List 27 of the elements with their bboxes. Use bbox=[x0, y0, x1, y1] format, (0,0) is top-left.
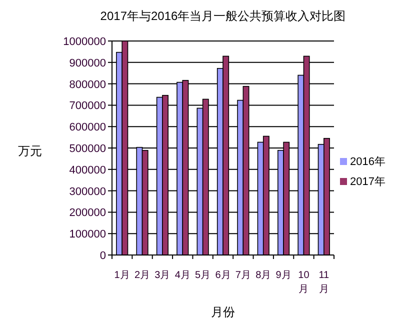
x-tick-label: 6月 bbox=[215, 270, 231, 281]
legend-label: 2017年 bbox=[350, 176, 386, 188]
y-tick-label: 100000 bbox=[69, 228, 106, 241]
y-tick-label: 900000 bbox=[69, 57, 106, 70]
x-tick-label: 7月 bbox=[235, 270, 251, 281]
x-tick-label: 11月 bbox=[318, 270, 330, 295]
y-tick-label: 800000 bbox=[69, 78, 106, 91]
y-tick-label: 600000 bbox=[69, 122, 106, 134]
x-tick-label: 4月 bbox=[174, 270, 190, 281]
y-tick-label: 1000000 bbox=[63, 36, 106, 48]
x-tick-label: 3月 bbox=[154, 270, 170, 281]
x-tick-label: 2月 bbox=[134, 270, 150, 281]
x-tick-label: 1月 bbox=[114, 270, 130, 281]
x-tick-label: 5月 bbox=[195, 270, 211, 281]
x-tick-label: 10月 bbox=[298, 270, 310, 295]
y-tick-label: 0 bbox=[100, 250, 106, 262]
x-axis-title: 月份 bbox=[211, 305, 235, 319]
y-tick-label: 500000 bbox=[69, 143, 106, 155]
y-axis-title: 万元 bbox=[18, 144, 42, 158]
y-tick-label: 200000 bbox=[69, 207, 106, 220]
y-tick-label: 400000 bbox=[69, 164, 106, 176]
legend-label: 2016年 bbox=[350, 156, 386, 168]
y-tick-label: 300000 bbox=[69, 186, 106, 198]
y-tick-label: 700000 bbox=[69, 100, 106, 112]
x-tick-label: 8月 bbox=[256, 270, 272, 281]
chart-title: 2017年与2016年当月一般公共预算收入对比图 bbox=[100, 9, 346, 23]
x-tick-label: 9月 bbox=[276, 270, 292, 281]
